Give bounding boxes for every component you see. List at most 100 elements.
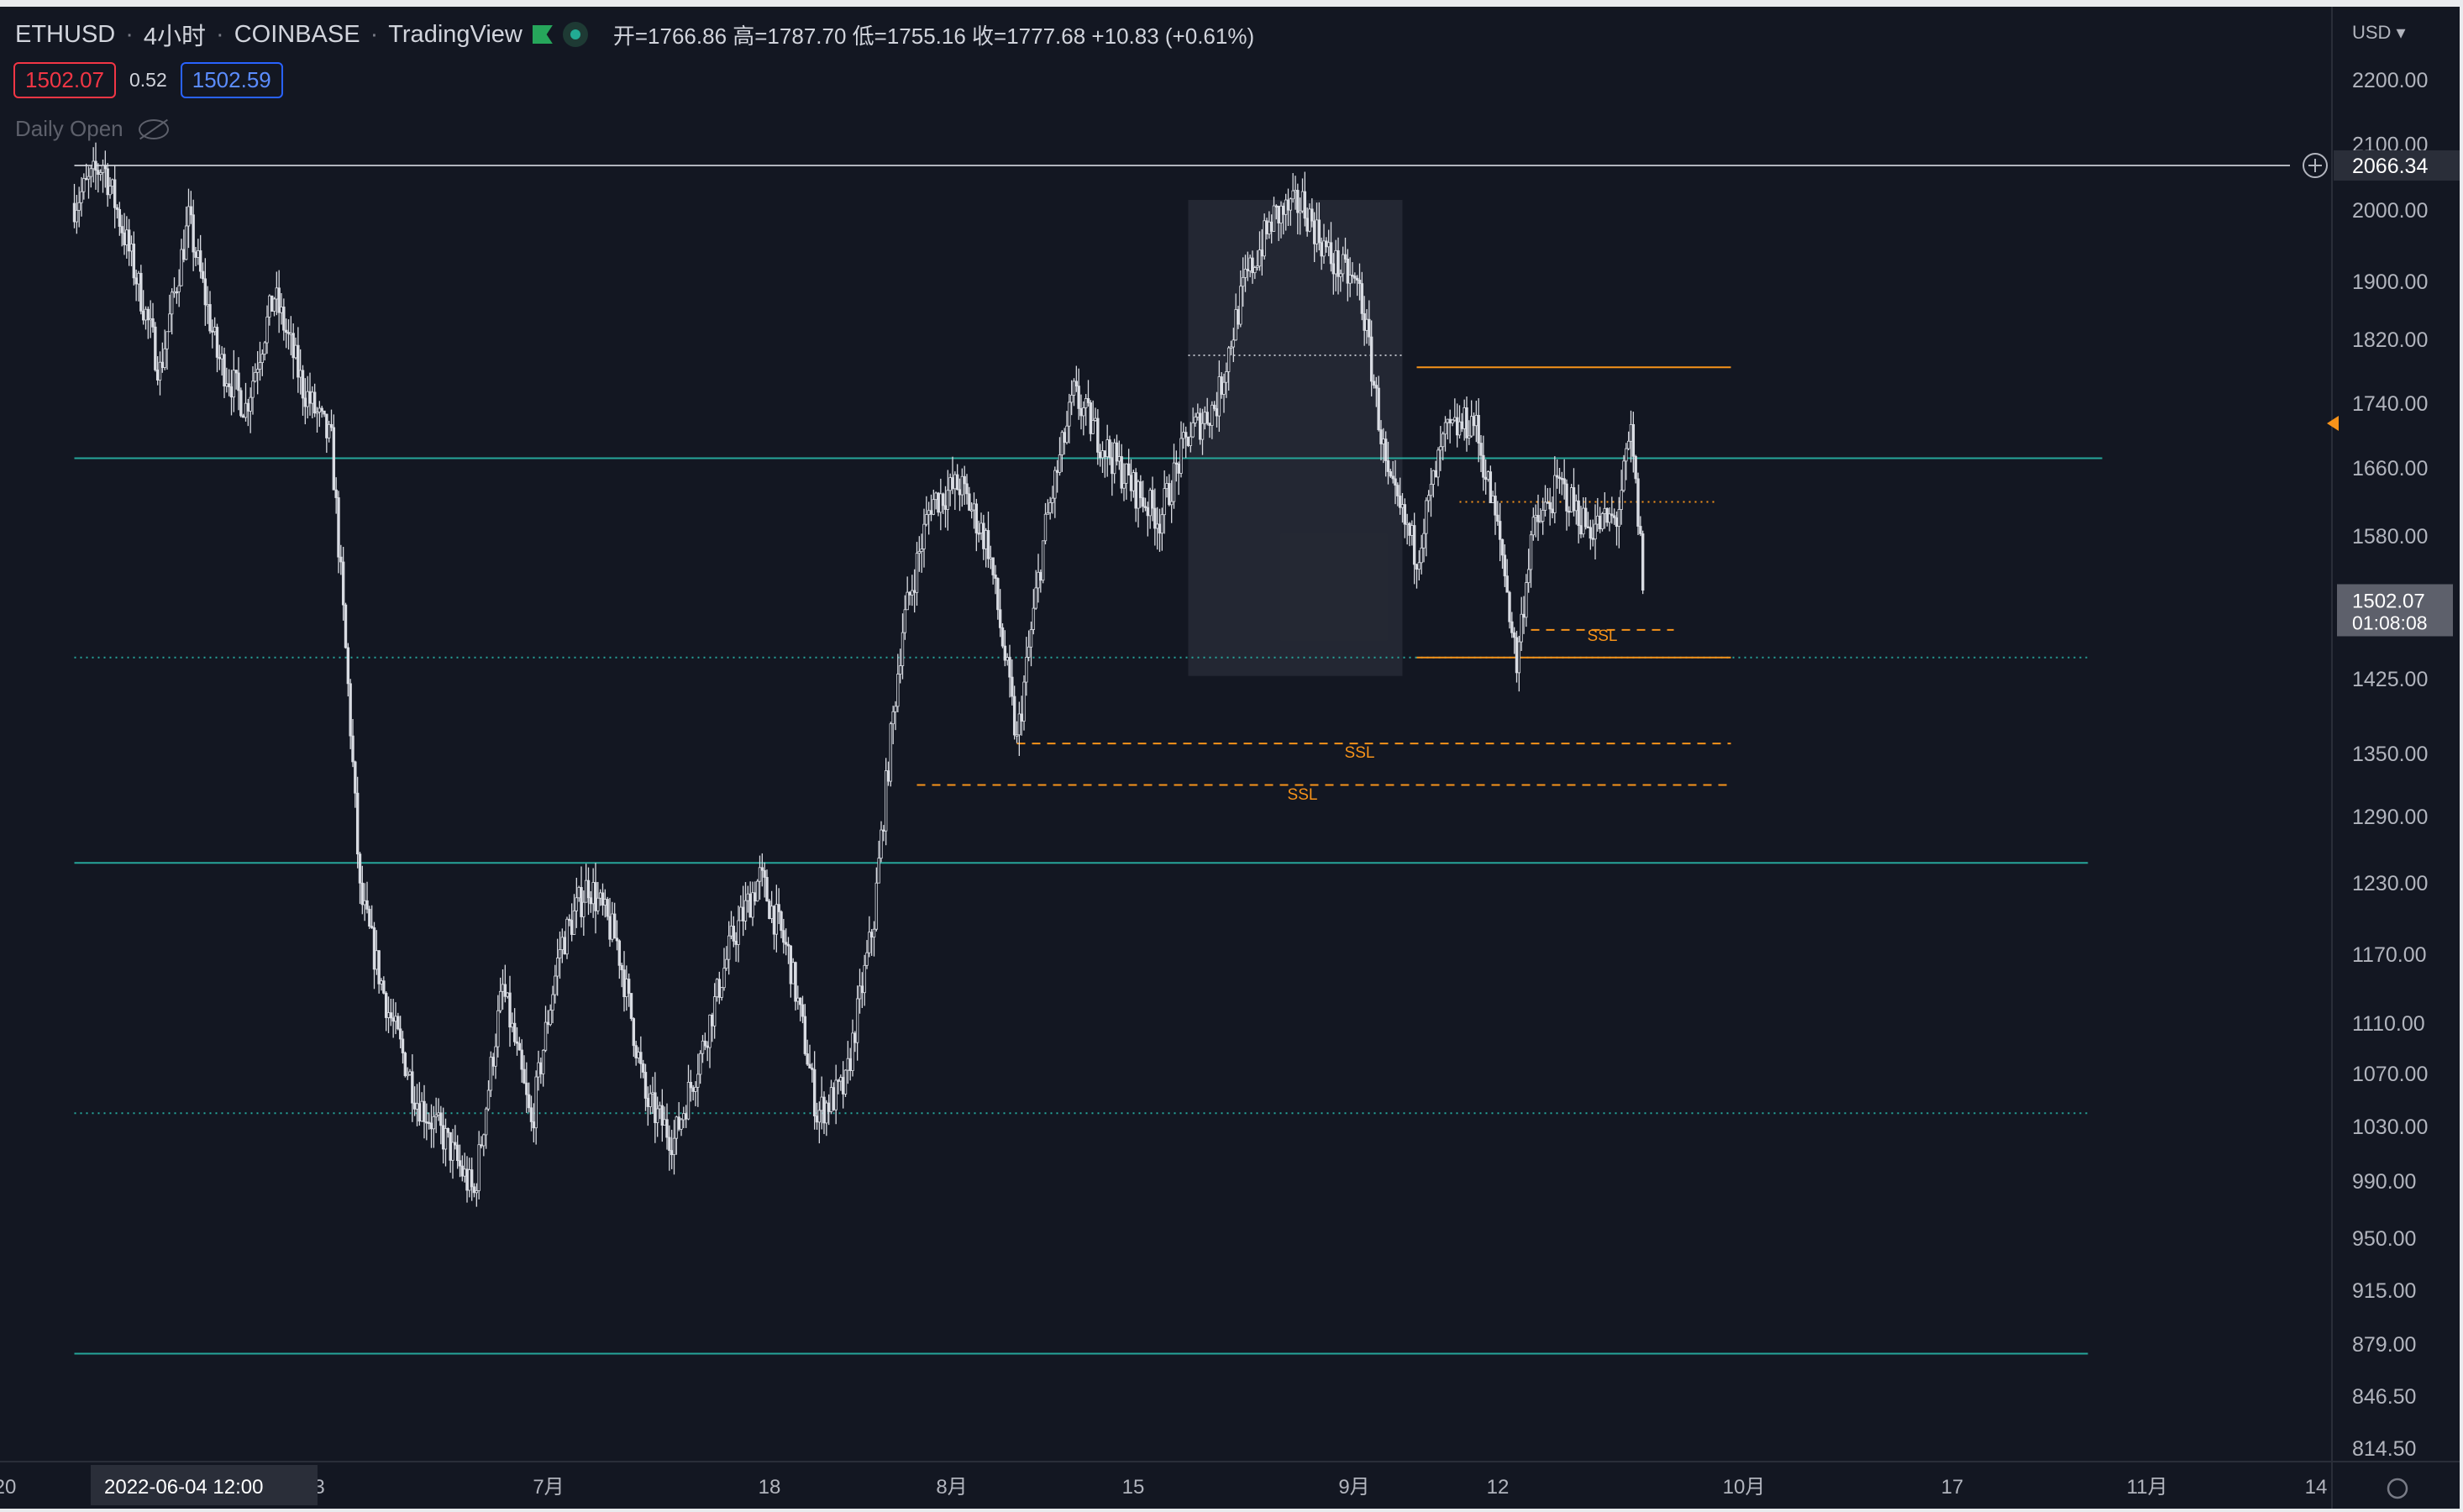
candle-body	[777, 904, 780, 912]
candle-body	[229, 386, 234, 398]
candle-body	[297, 344, 300, 378]
candle-body	[320, 407, 323, 412]
candle-body	[858, 985, 862, 1000]
candle-body	[1060, 432, 1064, 455]
candle-body	[325, 413, 328, 438]
candle-body	[1126, 463, 1131, 476]
candle-body	[1443, 422, 1447, 435]
candle-body	[1210, 404, 1214, 426]
candle-body	[389, 1012, 393, 1019]
candle-body	[218, 357, 222, 360]
candle-body	[546, 1021, 550, 1026]
candle-body	[1334, 249, 1337, 275]
candle-body	[394, 1016, 397, 1022]
candle-body	[1384, 438, 1388, 461]
candle-body	[1286, 199, 1290, 211]
y-tick-label: 1070.00	[2352, 1063, 2428, 1086]
candle-body	[1139, 481, 1142, 498]
candle-body	[922, 523, 926, 549]
sell-price-button[interactable]: 1502.07	[13, 62, 116, 98]
candle-body	[889, 723, 893, 782]
ssl-label[interactable]: SSL	[1288, 786, 1318, 804]
gear-icon[interactable]	[2387, 1478, 2408, 1499]
candle-body	[284, 329, 288, 333]
alert-marker-icon[interactable]	[2327, 416, 2339, 431]
candle-body	[463, 1168, 466, 1177]
candle-body	[368, 908, 371, 927]
candle-body	[506, 992, 509, 997]
symbol-name[interactable]: ETHUSD	[15, 20, 116, 48]
candle-body	[848, 1058, 852, 1071]
x-tick-label: 17	[1941, 1476, 1964, 1499]
candle-body	[544, 1021, 548, 1051]
candle-body	[1165, 483, 1168, 490]
candle-body	[1065, 425, 1069, 444]
candle-body	[649, 1093, 652, 1107]
candle-body	[251, 381, 255, 398]
candle-body	[97, 170, 100, 176]
candle-body	[541, 1049, 545, 1074]
candle-body	[184, 225, 188, 260]
ssl-label[interactable]: SSL	[1345, 744, 1375, 762]
candle-body	[512, 1022, 517, 1042]
candle-body	[991, 557, 995, 575]
candle-body	[1132, 472, 1136, 491]
candle-body	[843, 1069, 848, 1095]
candle-body	[977, 533, 980, 535]
currency-label[interactable]: USD ▾	[2352, 22, 2406, 43]
candle-body	[1153, 507, 1157, 529]
green-flag-icon[interactable]	[532, 25, 553, 44]
candle-body	[811, 1068, 814, 1070]
candle-body	[822, 1096, 826, 1124]
add-alert-icon[interactable]	[2303, 153, 2328, 178]
candle-body	[1177, 463, 1180, 474]
candle-body	[901, 632, 905, 667]
candle-body	[1455, 417, 1459, 436]
candle-body	[1346, 259, 1350, 284]
candle-body	[1386, 460, 1390, 472]
candle-body	[1574, 500, 1578, 512]
candle-body	[1448, 418, 1452, 424]
indicator-name[interactable]: Daily Open	[15, 116, 123, 141]
candle-body	[1372, 381, 1376, 386]
candle-body	[318, 407, 322, 412]
candle-body	[398, 1028, 402, 1040]
candle-body	[203, 278, 207, 306]
candle-body	[365, 900, 369, 910]
candle-body	[1477, 415, 1480, 444]
candle-body	[329, 423, 333, 428]
x-tick-label: 7月	[533, 1476, 564, 1499]
candle-body	[1298, 210, 1302, 213]
candle-body	[1322, 240, 1326, 257]
candle-body	[1300, 191, 1305, 212]
interval-label[interactable]: 4小时	[143, 24, 207, 50]
candle-body	[1337, 249, 1340, 277]
candle-body	[403, 1053, 407, 1076]
crosshair-date-label: 2022-06-04 12:00	[104, 1476, 264, 1499]
candle-body	[1226, 347, 1231, 372]
candle-body	[1225, 371, 1228, 383]
candle-body	[1374, 385, 1379, 389]
candle-body	[1553, 475, 1557, 513]
candle-body	[282, 307, 286, 331]
eye-hidden-icon[interactable]	[138, 118, 169, 139]
candle-body	[1415, 564, 1419, 570]
candle-body	[396, 1016, 400, 1030]
candle-body	[94, 160, 97, 171]
y-tick-label: 1660.00	[2352, 457, 2428, 480]
candle-body	[1358, 280, 1362, 284]
candle-body	[1200, 423, 1205, 440]
candle-body	[1582, 507, 1585, 535]
candle-body	[780, 911, 783, 932]
candle-body	[1389, 471, 1393, 477]
ssl-label[interactable]: SSL	[1588, 627, 1618, 645]
candle-body	[1410, 525, 1414, 536]
candle-body	[486, 1089, 491, 1110]
candle-body	[401, 1038, 405, 1053]
buy-price-button[interactable]: 1502.59	[180, 62, 283, 98]
candle-body	[254, 372, 257, 382]
candle-body	[1186, 436, 1190, 446]
candle-body	[1169, 501, 1174, 506]
candle-body	[1241, 276, 1245, 287]
